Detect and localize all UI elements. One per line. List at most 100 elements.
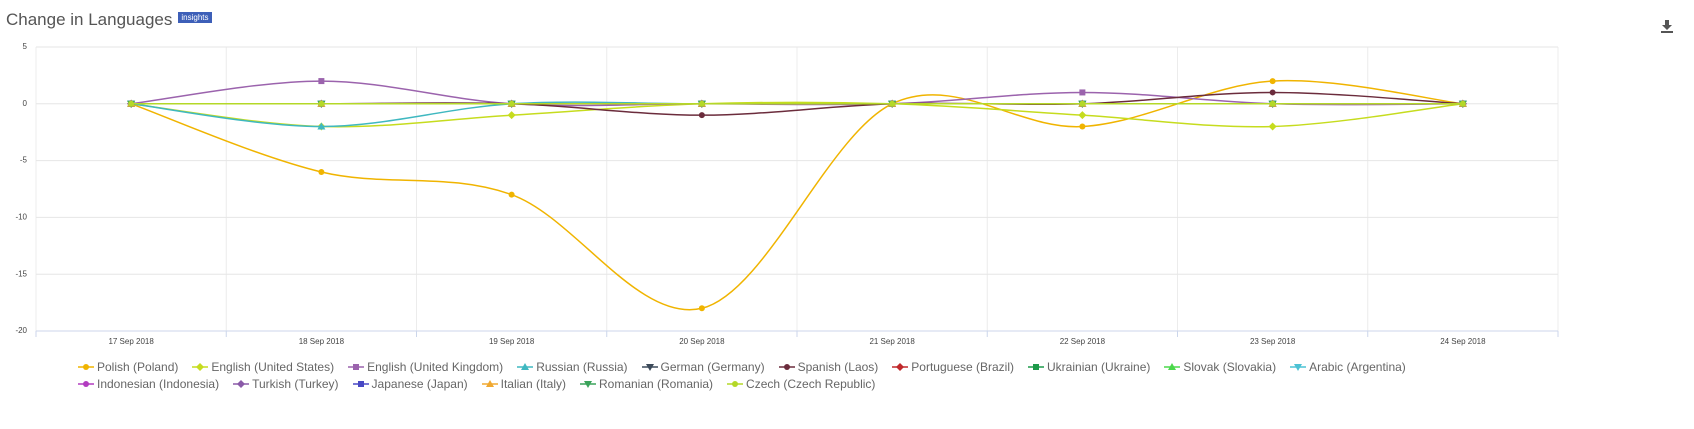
marker [237, 380, 246, 388]
x-tick-label: 19 Sep 2018 [489, 337, 535, 346]
legend-item[interactable]: Italian (Italy) [481, 377, 566, 391]
legend-symbol [78, 364, 94, 370]
marker [1269, 100, 1276, 107]
header: Change in Languages insights [6, 10, 212, 30]
marker [698, 112, 705, 119]
x-tick-label: 22 Sep 2018 [1060, 337, 1106, 346]
legend-symbol [1164, 363, 1181, 370]
legend-symbol [517, 363, 534, 370]
y-tick-label: 5 [23, 42, 28, 51]
legend-symbol [1028, 364, 1045, 370]
y-tick-label: -10 [15, 213, 27, 222]
legend-item[interactable]: English (United Kingdom) [348, 360, 503, 374]
legend-symbol [348, 364, 365, 370]
x-tick-label: 23 Sep 2018 [1250, 337, 1296, 346]
marker [318, 168, 325, 175]
marker [1078, 111, 1087, 120]
marker [128, 100, 135, 107]
marker [889, 100, 896, 107]
legend-label: English (United States) [211, 360, 335, 374]
chart: -20 -15 -10 -5 0 5 17 Sep 2018 18 Sep 2018 19 Se… [15, 42, 1559, 346]
legend-item[interactable]: Polish (Poland) [78, 360, 178, 374]
legend-label: Polish (Poland) [97, 360, 179, 374]
legend-symbol [78, 381, 94, 387]
legend-symbol [1290, 364, 1307, 371]
marker [698, 100, 705, 107]
legend-symbol [641, 364, 658, 371]
marker [1033, 364, 1040, 370]
marker [1079, 89, 1086, 96]
x-tick-label: 20 Sep 2018 [679, 337, 725, 346]
legend-label: Ukrainian (Ukraine) [1047, 360, 1151, 374]
y-tick-label: -20 [15, 326, 27, 335]
legend-item[interactable]: German (Germany) [641, 360, 765, 374]
legend-label: German (Germany) [660, 360, 765, 374]
download-button[interactable] [1660, 18, 1674, 34]
marker [1269, 78, 1276, 85]
marker [732, 381, 739, 387]
legend-symbol [727, 381, 744, 387]
legend-item[interactable]: Turkish (Turkey) [233, 377, 339, 391]
marker [583, 381, 592, 388]
legend-item[interactable]: Indonesian (Indonesia) [78, 377, 219, 391]
legend-label: Romanian (Romania) [598, 377, 714, 391]
legend-label: Czech (Czech Republic) [746, 377, 876, 391]
x-tick-label: 24 Sep 2018 [1440, 337, 1486, 346]
legend-item[interactable]: English (United States) [192, 360, 334, 374]
x-tick-label: 21 Sep 2018 [869, 337, 915, 346]
marker [357, 381, 364, 387]
marker [1294, 364, 1303, 371]
x-tick-label: 17 Sep 2018 [108, 337, 154, 346]
marker [521, 363, 530, 370]
legend-item[interactable]: Slovak (Slovakia) [1164, 360, 1276, 374]
legend-item[interactable]: Spanish (Laos) [778, 360, 879, 374]
marker [485, 380, 494, 387]
legend-item[interactable]: Arabic (Argentina) [1290, 360, 1406, 374]
legend-item[interactable]: Russian (Russia) [517, 360, 628, 374]
legend-label: Turkish (Turkey) [252, 377, 339, 391]
legend-label: Spanish (Laos) [797, 360, 879, 374]
legend-item[interactable]: Czech (Czech Republic) [727, 377, 875, 391]
legend-symbol [192, 363, 209, 371]
marker [83, 364, 89, 370]
marker [1269, 89, 1276, 96]
marker [1459, 100, 1466, 107]
marker [698, 305, 705, 312]
marker [83, 381, 89, 387]
x-tick-label: 18 Sep 2018 [299, 337, 345, 346]
legend-symbol [892, 363, 909, 371]
marker [508, 100, 515, 107]
marker [783, 364, 790, 370]
legend-symbol [778, 364, 795, 370]
legend-label: Russian (Russia) [536, 360, 628, 374]
legend-item[interactable]: Portuguese (Brazil) [892, 360, 1014, 374]
series-line [131, 101, 1463, 128]
marker [1079, 123, 1086, 130]
legend-symbol [352, 381, 369, 387]
legend-item[interactable]: Romanian (Romania) [579, 377, 714, 391]
marker [645, 364, 654, 371]
y-tick-label: -5 [20, 156, 28, 165]
marker [508, 191, 515, 198]
legend-label: Indonesian (Indonesia) [97, 377, 220, 391]
marker [318, 78, 325, 85]
chart-title: Change in Languages [6, 10, 173, 29]
marker [196, 363, 205, 371]
series-line [130, 79, 1463, 311]
marker [896, 363, 905, 371]
legend-symbol [579, 381, 596, 388]
legend-label: Slovak (Slovakia) [1183, 360, 1277, 374]
legend-item[interactable]: Ukrainian (Ukraine) [1028, 360, 1150, 374]
legend-label: Arabic (Argentina) [1309, 360, 1406, 374]
y-tick-label: -15 [15, 269, 27, 278]
marker [317, 122, 326, 130]
marker [1079, 100, 1086, 107]
legend-item[interactable]: Japanese (Japan) [352, 377, 468, 391]
legend: Polish (Poland) English (United States) En… [78, 360, 1558, 391]
marker [1168, 363, 1177, 370]
legend-label: Japanese (Japan) [371, 377, 468, 391]
legend-label: Portuguese (Brazil) [911, 360, 1015, 374]
marker [353, 364, 360, 370]
legend-label: Italian (Italy) [500, 377, 566, 391]
